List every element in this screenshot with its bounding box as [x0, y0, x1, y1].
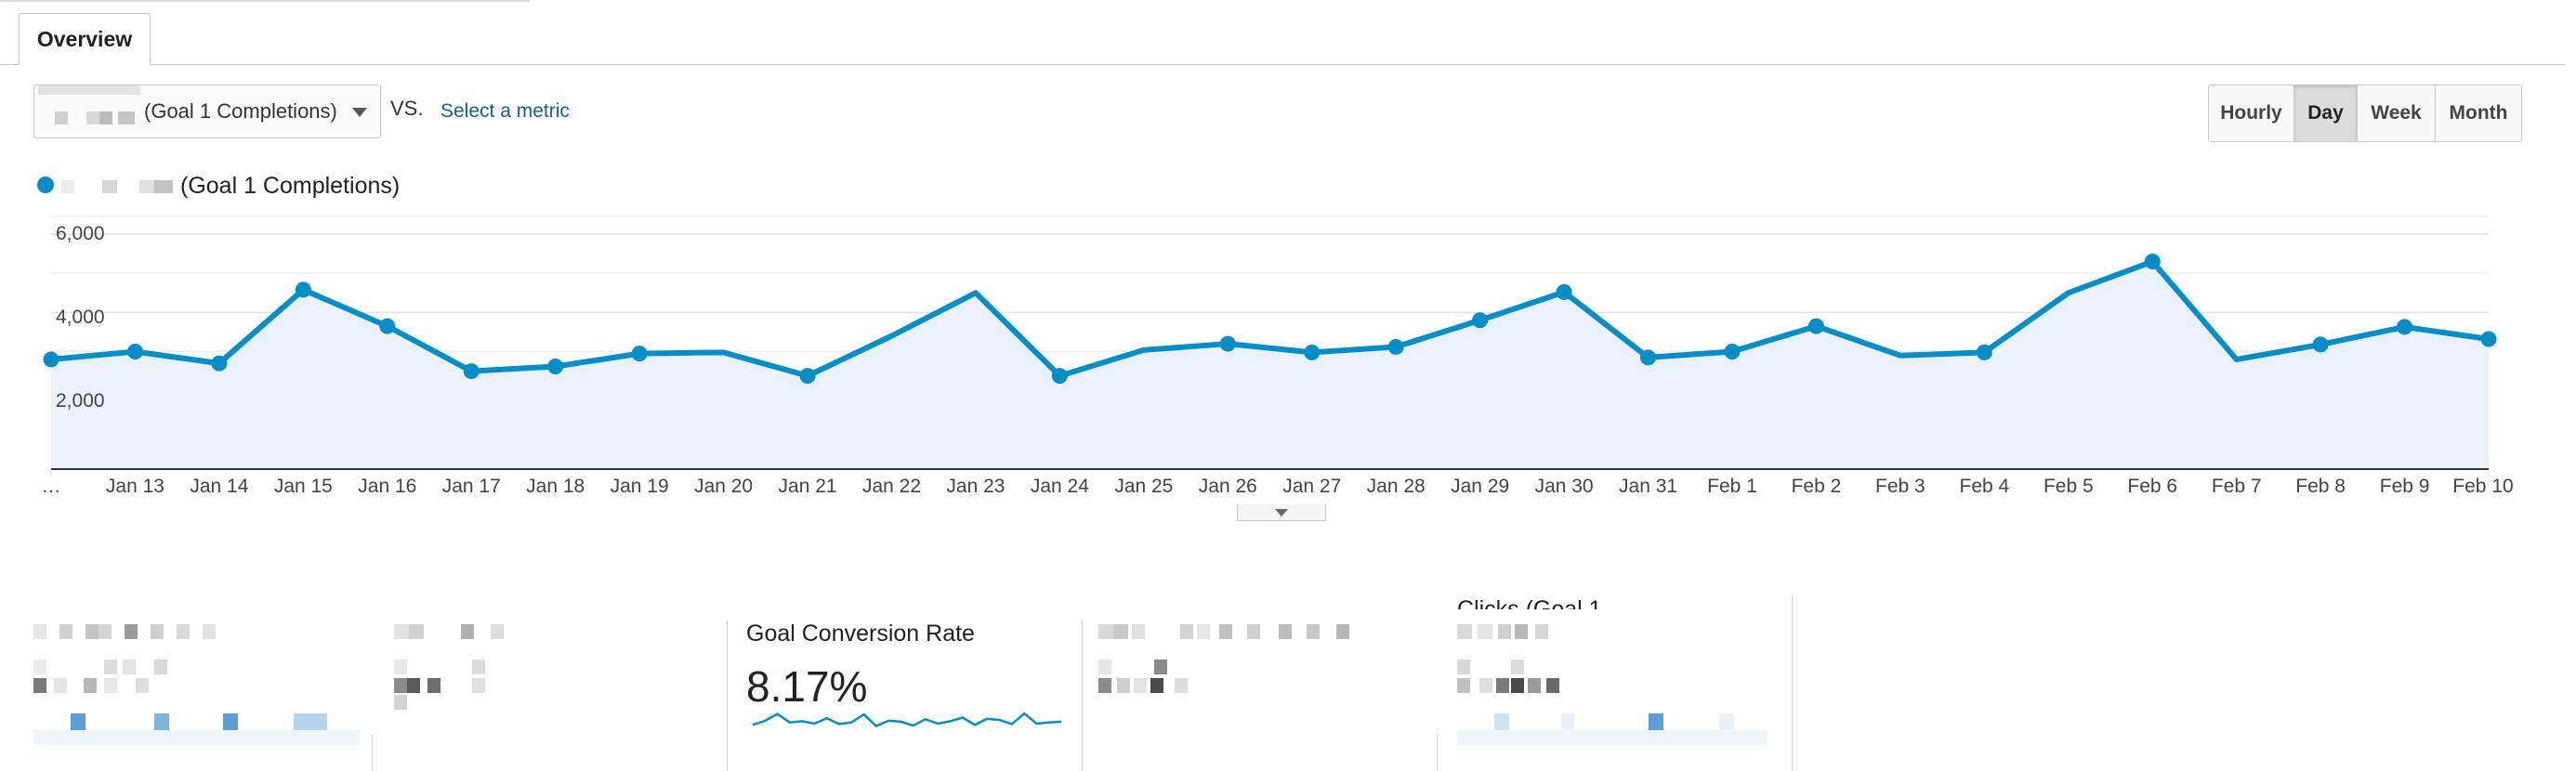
pixelated-metric-name: [38, 85, 140, 124]
primary-metric-dropdown[interactable]: (Goal 1 Completions): [33, 85, 381, 138]
data-point: [1472, 312, 1489, 329]
card-divider: [1792, 595, 1793, 771]
series-line: [50, 258, 2490, 379]
x-tick-label: Jan 18: [526, 476, 585, 497]
card-divider: [1437, 734, 1438, 771]
data-point: [1387, 338, 1404, 355]
y-tick-label: 6,000: [56, 223, 105, 244]
x-tick-label: Feb 2: [1791, 476, 1842, 497]
goal-conversion-rate-title: Goal Conversion Rate: [746, 621, 975, 647]
pixelated-legend-name: [61, 180, 173, 193]
data-point: [1976, 344, 1992, 360]
x-tick-label: Feb 3: [1875, 476, 1925, 497]
x-tick-label: Jan 25: [1114, 476, 1174, 497]
x-tick-label: Jan 27: [1282, 476, 1342, 497]
data-point: [2312, 336, 2329, 353]
x-tick-label: Jan 14: [190, 476, 249, 497]
data-point: [126, 344, 143, 359]
x-tick-label: Jan 21: [778, 476, 837, 497]
card-divider: [1082, 621, 1083, 771]
x-tick-label: Jan 19: [610, 476, 669, 497]
chevron-down-icon: [1275, 509, 1288, 516]
data-point: [43, 351, 59, 368]
x-tick-label: Jan 13: [105, 476, 164, 497]
data-point: [2480, 331, 2497, 347]
x-tick-label: Feb 5: [2043, 476, 2094, 497]
x-tick-label: Feb 9: [2379, 476, 2430, 497]
line-chart: [43, 216, 2497, 470]
vs-label: VS.: [390, 97, 424, 120]
granularity-toggle: Hourly Day Week Month: [2208, 85, 2522, 142]
x-tick-label: Jan 31: [1619, 476, 1678, 497]
tab-overview[interactable]: Overview: [19, 13, 151, 65]
data-point: [379, 318, 396, 334]
y-tick-label: 4,000: [56, 307, 105, 328]
pixelated-scorecard: [394, 624, 504, 710]
x-tick-label: Jan 30: [1534, 476, 1594, 497]
hourly-button[interactable]: Hourly: [2209, 85, 2294, 141]
x-tick-label: Jan 20: [694, 476, 754, 497]
data-point: [1304, 344, 1321, 360]
x-tick-label: Feb 6: [2127, 476, 2178, 497]
day-button[interactable]: Day: [2294, 85, 2358, 141]
x-tick-label: Feb 1: [1707, 476, 1757, 497]
sparkline-line: [752, 712, 1062, 728]
data-point: [211, 355, 228, 372]
goal-conversion-rate-value: 8.17%: [746, 662, 868, 711]
x-tick-label: Jan 28: [1366, 476, 1426, 497]
goal-conversion-rate-sparkline: [752, 712, 1062, 728]
x-tick-label: Jan 17: [441, 476, 501, 497]
data-point: [2397, 319, 2413, 335]
x-tick-label: Feb 7: [2211, 476, 2262, 497]
series-legend-dot: [37, 176, 54, 193]
pixelated-scorecard: [1098, 624, 1349, 693]
data-point: [799, 368, 816, 385]
chevron-down-icon: [352, 108, 367, 117]
select-metric-link[interactable]: Select a metric: [440, 100, 570, 122]
data-point: [1219, 335, 1236, 352]
month-button[interactable]: Month: [2436, 85, 2521, 141]
data-point: [1807, 318, 1824, 334]
x-tick-label: Jan 22: [861, 476, 922, 497]
top-border: [0, 0, 530, 2]
week-button[interactable]: Week: [2358, 85, 2436, 141]
x-tick-label: Jan 26: [1198, 476, 1257, 497]
data-point: [1556, 283, 1572, 300]
data-point: [463, 363, 480, 380]
data-point: [631, 346, 648, 362]
x-tick-label: Feb 10: [2452, 476, 2514, 497]
pixelated-scorecard: [1457, 624, 1768, 745]
pixelated-scorecard: [33, 624, 361, 745]
tab-row-border: [0, 64, 2565, 65]
x-tick-label: Jan 29: [1451, 476, 1510, 497]
data-point: [1051, 368, 1068, 385]
card-divider: [372, 734, 373, 771]
y-tick-label: 2,000: [56, 390, 105, 412]
primary-metric-label: (Goal 1 Completions): [144, 99, 337, 123]
data-point: [547, 359, 564, 375]
data-point: [295, 281, 311, 298]
x-tick-label: Feb 8: [2295, 476, 2346, 497]
data-point: [2144, 254, 2161, 270]
x-tick-label: Jan 23: [946, 476, 1005, 497]
data-point: [1640, 349, 1657, 366]
clicks-card-title: Clicks (Goal 1: [1457, 596, 1602, 609]
data-point: [1724, 344, 1741, 359]
legend-label: (Goal 1 Completions): [180, 173, 401, 199]
collapse-chart-handle[interactable]: [1237, 504, 1326, 521]
x-tick-label: …: [41, 476, 61, 497]
card-divider: [727, 621, 728, 771]
x-tick-label: Jan 24: [1030, 476, 1089, 497]
x-tick-label: Feb 4: [1959, 476, 2010, 497]
x-tick-label: Jan 15: [273, 476, 333, 497]
x-tick-label: Jan 16: [358, 476, 417, 497]
series-area: [51, 261, 2489, 469]
